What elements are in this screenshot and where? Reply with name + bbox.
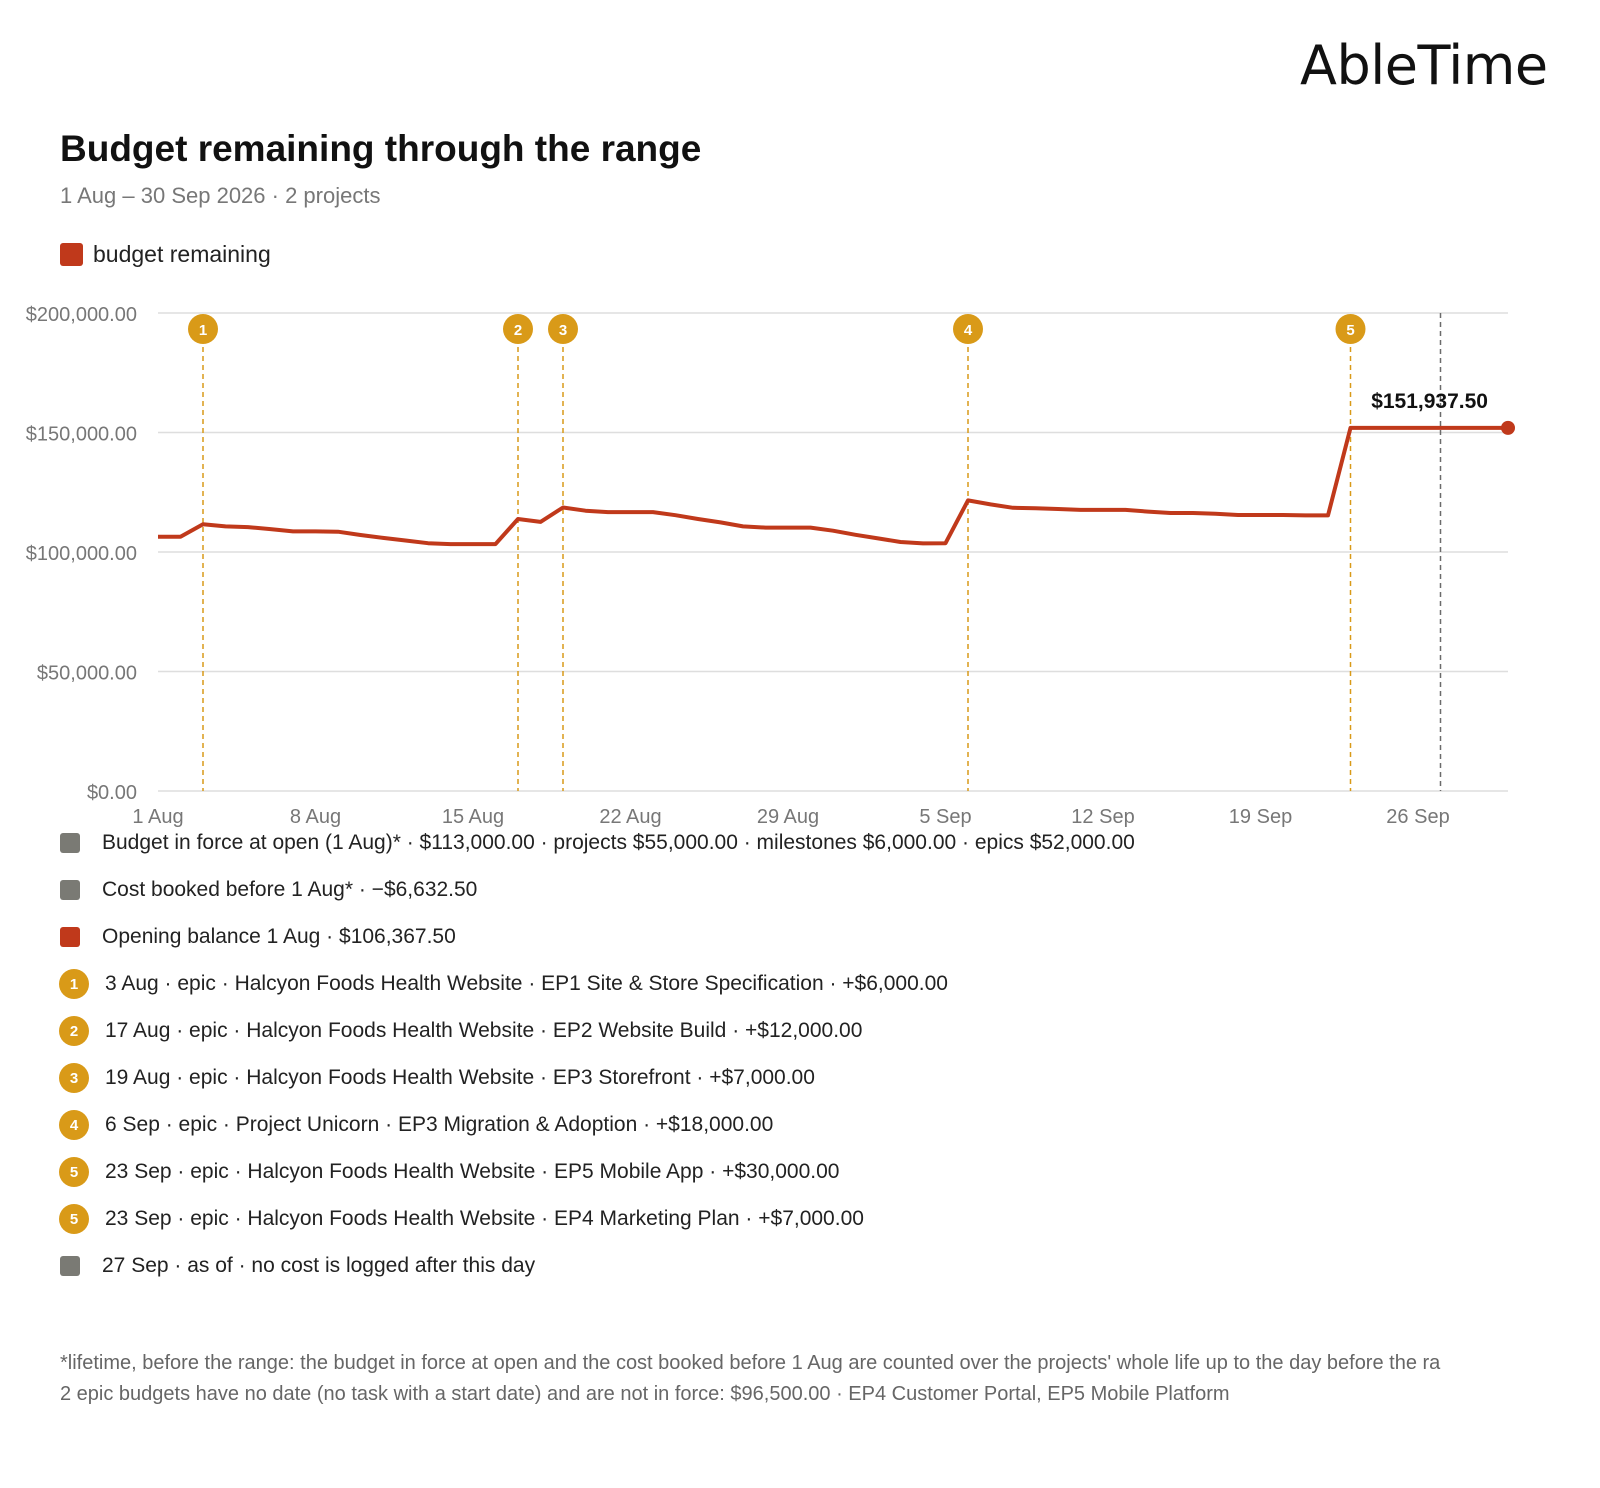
y-tick-label: $150,000.00 bbox=[26, 424, 137, 446]
event-marker bbox=[953, 314, 983, 344]
breakdown-item: Opening balance 1 Aug · $106,367.50 bbox=[60, 924, 456, 950]
breakdown-text: 17 Aug · epic · Halcyon Foods Health Web… bbox=[105, 1019, 863, 1042]
breakdown-text: Budget in force at open (1 Aug)* · $113,… bbox=[102, 831, 1135, 854]
page-subtitle: 1 Aug – 30 Sep 2026 · 2 projects bbox=[60, 183, 381, 208]
event-number: 5 bbox=[1346, 322, 1354, 339]
breakdown-item: 2 17 Aug · epic · Halcyon Foods Health We… bbox=[59, 1016, 863, 1046]
breakdown-item: 1 3 Aug · epic · Halcyon Foods Health Web… bbox=[59, 969, 948, 999]
footnote-lifetime: *lifetime, before the range: the budget … bbox=[60, 1352, 1441, 1374]
breakdown-item: 4 6 Sep · epic · Project Unicorn · EP3 Mi… bbox=[59, 1110, 774, 1140]
breakdown-text: 19 Aug · epic · Halcyon Foods Health Web… bbox=[105, 1066, 815, 1089]
event-marker bbox=[548, 314, 578, 344]
event-number-badge: 1 bbox=[59, 969, 89, 999]
breakdown-text: Opening balance 1 Aug · $106,367.50 bbox=[102, 925, 456, 948]
event-number: 2 bbox=[514, 322, 522, 339]
breakdown-marker bbox=[60, 1256, 80, 1276]
x-tick-label: 1 Aug bbox=[132, 806, 183, 828]
event-number: 3 bbox=[559, 322, 567, 339]
footnote-undated-epics: 2 epic budgets have no date (no task wit… bbox=[60, 1383, 1230, 1405]
breakdown-item: Cost booked before 1 Aug* · −$6,632.50 bbox=[60, 877, 477, 903]
breakdown-text: Cost booked before 1 Aug* · −$6,632.50 bbox=[102, 878, 478, 901]
breakdown-item: Budget in force at open (1 Aug)* · $113,… bbox=[60, 830, 1135, 856]
breakdown-text: 27 Sep · as of · no cost is logged after… bbox=[102, 1254, 536, 1277]
breakdown-item: 5 23 Sep · epic · Halcyon Foods Health We… bbox=[59, 1204, 864, 1234]
event-number-badge: 2 bbox=[59, 1016, 89, 1046]
x-tick-label: 5 Sep bbox=[919, 806, 971, 828]
breakdown-item: 27 Sep · as of · no cost is logged after… bbox=[60, 1253, 535, 1279]
breakdown-marker bbox=[60, 927, 80, 947]
y-tick-label: $0.00 bbox=[87, 782, 137, 804]
y-tick-label: $50,000.00 bbox=[37, 663, 137, 685]
page-title: Budget remaining through the range bbox=[60, 128, 702, 169]
breakdown-text: 23 Sep · epic · Halcyon Foods Health Web… bbox=[105, 1160, 840, 1183]
breakdown-item: 3 19 Aug · epic · Halcyon Foods Health We… bbox=[59, 1063, 815, 1093]
breakdown-item: 5 23 Sep · epic · Halcyon Foods Health We… bbox=[59, 1157, 840, 1187]
budget-line-chart: $0.00 $50,000.00 $100,000.00 $150,000.00 $20… bbox=[26, 304, 1515, 828]
event-marker bbox=[188, 314, 218, 344]
x-tick-label: 19 Sep bbox=[1229, 806, 1292, 828]
end-value-label: $151,937.50 bbox=[1371, 390, 1488, 413]
x-tick-label: 29 Aug bbox=[757, 806, 819, 828]
y-tick-label: $100,000.00 bbox=[26, 543, 137, 565]
x-tick-label: 15 Aug bbox=[442, 806, 504, 828]
y-tick-label: $200,000.00 bbox=[26, 304, 137, 326]
event-number-badge: 3 bbox=[59, 1063, 89, 1093]
breakdown-text: 23 Sep · epic · Halcyon Foods Health Web… bbox=[105, 1207, 864, 1230]
x-tick-label: 12 Sep bbox=[1071, 806, 1134, 828]
end-point bbox=[1501, 420, 1515, 435]
breakdown-text: 6 Sep · epic · Project Unicorn · EP3 Mig… bbox=[105, 1113, 774, 1136]
event-number-badge: 5 bbox=[59, 1157, 89, 1187]
breakdown-text: 3 Aug · epic · Halcyon Foods Health Webs… bbox=[105, 972, 948, 995]
budget-remaining-line bbox=[158, 425, 1508, 547]
event-marker bbox=[1335, 314, 1366, 344]
legend-label: budget remaining bbox=[93, 241, 271, 267]
x-tick-label: 22 Aug bbox=[599, 806, 661, 828]
brand-logo: AbleTime bbox=[1300, 34, 1548, 97]
chart-legend: budget remaining bbox=[60, 241, 271, 268]
breakdown-marker bbox=[60, 833, 80, 853]
x-tick-label: 26 Sep bbox=[1386, 806, 1449, 828]
event-marker bbox=[503, 314, 533, 344]
event-number: 4 bbox=[964, 322, 973, 339]
event-number-badge: 4 bbox=[59, 1110, 89, 1140]
event-number-badge: 5 bbox=[59, 1204, 89, 1234]
x-tick-label: 8 Aug bbox=[290, 806, 341, 828]
legend-swatch bbox=[60, 243, 83, 266]
event-number: 1 bbox=[199, 322, 207, 339]
breakdown-marker bbox=[60, 880, 80, 900]
